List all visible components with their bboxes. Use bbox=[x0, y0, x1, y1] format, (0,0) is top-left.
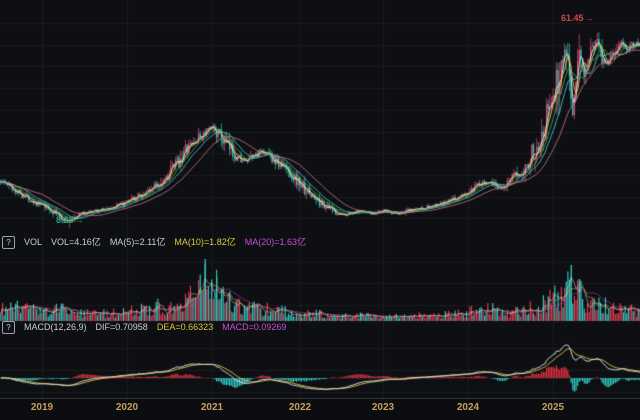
high-arrow-icon: → bbox=[584, 13, 594, 23]
volume-ma20-value: MA(20)=1.63亿 bbox=[244, 237, 306, 247]
x-axis-label: 2022 bbox=[288, 402, 312, 413]
high-price-label: 61.45 bbox=[561, 13, 584, 23]
x-axis-label: 2019 bbox=[30, 402, 54, 413]
low-price-marker: 8.28→ bbox=[56, 215, 84, 225]
macd-dif-value: DIF=0.70958 bbox=[95, 322, 148, 332]
x-axis-label: 2020 bbox=[115, 402, 139, 413]
macd-indicator-title[interactable]: MACD(12,26,9) bbox=[24, 322, 87, 332]
x-axis-label: 2021 bbox=[200, 402, 224, 413]
high-price-marker: 61.45→ bbox=[561, 13, 594, 23]
macd-dea-value: DEA=0.66323 bbox=[156, 322, 214, 332]
low-arrow-icon: → bbox=[74, 215, 84, 225]
macd-legend: ? MACD(12,26,9) DIF=0.70958 DEA=0.66323 … bbox=[2, 321, 286, 334]
volume-ma10-value: MA(10)=1.82亿 bbox=[174, 237, 236, 247]
volume-legend: ? VOL VOL=4.16亿 MA(5)=2.11亿 MA(10)=1.82亿… bbox=[2, 236, 306, 249]
macd-help-icon[interactable]: ? bbox=[2, 321, 15, 334]
macd-macd-value: MACD=0.09269 bbox=[222, 322, 287, 332]
x-axis-label: 2025 bbox=[541, 402, 565, 413]
x-axis-label: 2023 bbox=[371, 402, 395, 413]
volume-value: VOL=4.16亿 bbox=[51, 237, 101, 247]
x-axis-label: 2024 bbox=[456, 402, 480, 413]
x-axis-strip bbox=[0, 398, 640, 420]
volume-indicator-title[interactable]: VOL bbox=[24, 237, 43, 247]
low-price-label: 8.28 bbox=[56, 215, 74, 225]
volume-ma5-value: MA(5)=2.11亿 bbox=[109, 237, 166, 247]
volume-help-icon[interactable]: ? bbox=[2, 236, 15, 249]
